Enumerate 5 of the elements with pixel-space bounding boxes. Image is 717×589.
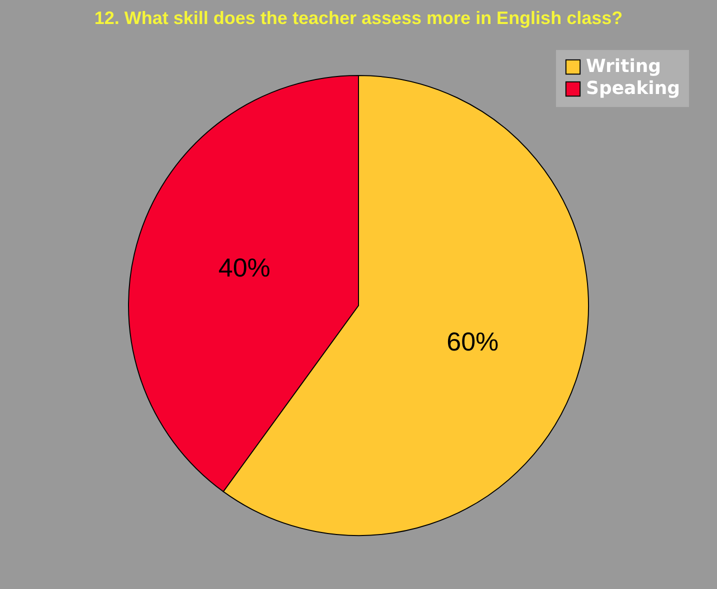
- legend-label: Writing: [586, 56, 662, 77]
- chart-title: 12. What skill does the teacher assess more in English class?: [94, 8, 623, 28]
- data-label: 40%: [218, 252, 270, 282]
- legend-label: Speaking: [586, 78, 680, 99]
- data-label: 60%: [446, 326, 499, 357]
